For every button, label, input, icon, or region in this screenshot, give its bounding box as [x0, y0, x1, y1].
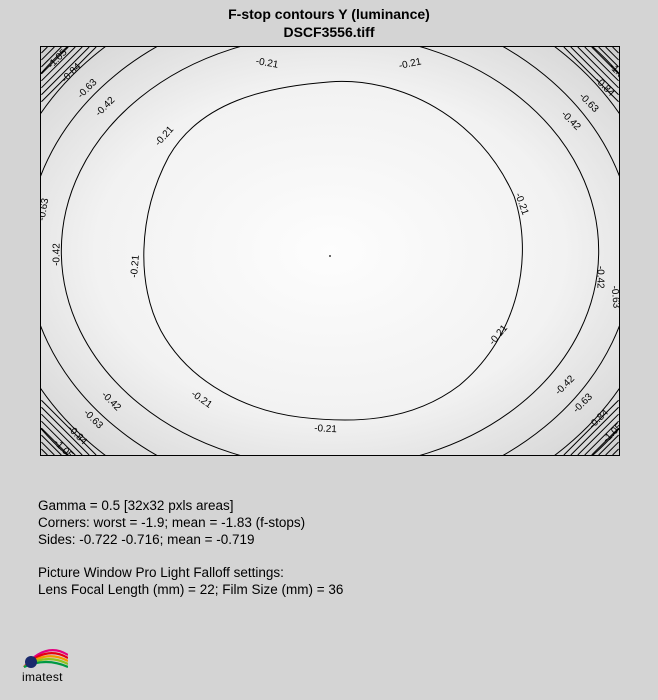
svg-text:-0.21: -0.21: [512, 192, 530, 217]
info-lens: Lens Focal Length (mm) = 22; Film Size (…: [38, 582, 343, 599]
svg-text:-0.63: -0.63: [577, 91, 601, 115]
info-pw-heading: Picture Window Pro Light Falloff setting…: [38, 565, 343, 582]
svg-text:-0.21: -0.21: [255, 56, 280, 71]
info-sides: Sides: -0.722 -0.716; mean = -0.719: [38, 532, 343, 549]
svg-text:-0.42: -0.42: [99, 390, 123, 414]
info-text-block: Gamma = 0.5 [32x32 pxls areas] Corners: …: [38, 498, 343, 598]
contour-plot: -0.21 -0.21 -0.21 -0.21 -0.21 -0.21 -0.2…: [40, 46, 620, 456]
svg-text:-0.21: -0.21: [129, 254, 142, 278]
svg-text:-0.21: -0.21: [314, 423, 338, 435]
svg-text:-0.42: -0.42: [51, 243, 62, 266]
svg-text:-0.42: -0.42: [595, 266, 606, 289]
svg-text:-0.21: -0.21: [487, 323, 510, 348]
svg-text:-0.63: -0.63: [609, 285, 619, 309]
logo-text: imatest: [22, 670, 68, 684]
svg-text:-0.63: -0.63: [76, 77, 100, 101]
svg-text:-0.21: -0.21: [398, 56, 423, 72]
imatest-logo: imatest: [22, 647, 68, 684]
svg-text:-0.63: -0.63: [81, 408, 105, 432]
info-gamma: Gamma = 0.5 [32x32 pxls areas]: [38, 498, 343, 515]
logo-swoosh-icon: [22, 647, 68, 669]
svg-text:-0.42: -0.42: [93, 95, 117, 119]
contour-svg: -0.21 -0.21 -0.21 -0.21 -0.21 -0.21 -0.2…: [41, 47, 619, 455]
svg-text:-1.05: -1.05: [601, 421, 619, 445]
svg-text:-1.05: -1.05: [51, 437, 75, 455]
chart-title: F-stop contours Y (luminance) DSCF3556.t…: [0, 6, 658, 41]
svg-text:-0.63: -0.63: [41, 197, 51, 222]
svg-text:-0.21: -0.21: [153, 124, 177, 149]
contour-lines: [41, 47, 619, 455]
svg-text:-0.63: -0.63: [571, 391, 595, 415]
title-line2: DSCF3556.tiff: [0, 24, 658, 42]
svg-text:-0.84: -0.84: [60, 61, 84, 85]
svg-text:-0.42: -0.42: [559, 109, 583, 133]
title-line1: F-stop contours Y (luminance): [0, 6, 658, 24]
svg-text:-0.21: -0.21: [189, 389, 214, 411]
svg-text:-1.05: -1.05: [46, 47, 70, 71]
svg-text:-0.42: -0.42: [553, 373, 577, 397]
center-point: [329, 255, 331, 257]
contour-inner: [144, 81, 523, 420]
info-corners: Corners: worst = -1.9; mean = -1.83 (f-s…: [38, 515, 343, 532]
